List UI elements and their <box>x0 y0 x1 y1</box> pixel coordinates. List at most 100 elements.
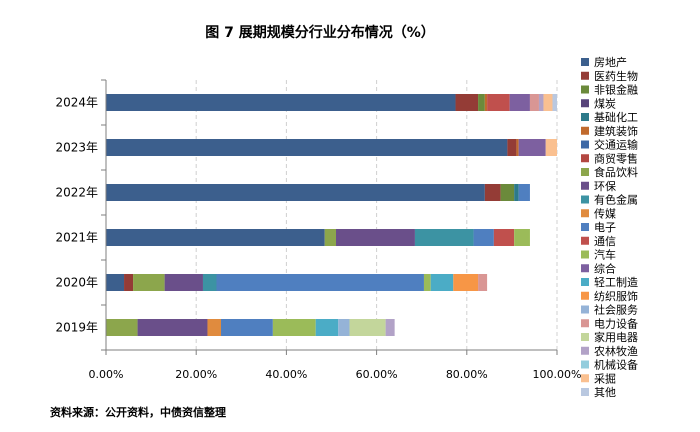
bar-segment <box>124 274 134 291</box>
bar-segment <box>538 94 544 111</box>
bar-segment <box>455 94 479 111</box>
legend-label: 煤炭 <box>594 97 616 110</box>
legend-label: 传媒 <box>594 207 616 220</box>
legend-label: 非银金融 <box>594 83 638 97</box>
bar-segment <box>478 94 485 111</box>
legend-label: 交通运输 <box>594 138 638 152</box>
legend-label: 电子 <box>594 221 616 234</box>
legend-swatch <box>581 236 589 245</box>
x-tick-label: 60.00% <box>356 368 398 381</box>
bar-segment <box>529 94 539 111</box>
legend-label: 医药生物 <box>594 69 638 83</box>
gridlines <box>105 80 558 350</box>
bar-segment <box>514 229 530 246</box>
legend-label: 机械设备 <box>594 358 638 372</box>
legend-label: 轻工制造 <box>594 275 638 289</box>
legend-label: 有色金属 <box>594 193 638 207</box>
chart-title: 图 7 展期规模分行业分布情况（%） <box>205 25 435 41</box>
bar-segment <box>478 274 488 291</box>
legend-swatch <box>581 58 589 66</box>
bar-segment <box>423 274 431 291</box>
legend-label: 综合 <box>594 261 616 275</box>
bar-segment <box>106 274 125 291</box>
legend-swatch <box>581 388 589 396</box>
legend-swatch <box>581 264 589 273</box>
bar-segment <box>493 229 515 246</box>
x-tick-label: 40.00% <box>265 368 307 381</box>
bar-segment <box>106 319 138 336</box>
bar-segment <box>272 319 316 336</box>
bar-segment <box>164 274 203 291</box>
legend-label: 通信 <box>594 235 616 248</box>
y-category-label: 2022年 <box>55 186 98 200</box>
legend-swatch <box>581 113 589 121</box>
legend-label: 采掘 <box>594 371 616 385</box>
stacked-bar-chart: 2024年 2023年 2022年 2021年 2020年 2019年 0.00% 20.0… <box>55 55 638 399</box>
x-tick-label: 100.00% <box>533 368 582 381</box>
y-category-label: 2023年 <box>55 141 98 155</box>
bar-segment <box>453 274 479 291</box>
bar-segment <box>484 184 501 201</box>
legend-label: 家用电器 <box>594 330 638 344</box>
source-note: 资料来源：公开资料，中债资信整理 <box>50 406 226 419</box>
legend: 房地产医药生物非银金融煤炭基础化工建筑装饰交通运输商贸零售食品饮料环保有色金属传… <box>581 55 638 399</box>
legend-swatch <box>581 168 589 176</box>
legend-label: 其他 <box>594 386 616 399</box>
legend-swatch <box>581 333 589 341</box>
bar-segment <box>216 274 424 291</box>
bar-segment <box>487 94 510 111</box>
bar-segment <box>221 319 273 336</box>
axes <box>101 79 558 355</box>
bar-segment <box>430 274 454 291</box>
bar-segment <box>509 94 530 111</box>
bar-segment <box>349 319 386 336</box>
bar-segment <box>338 319 350 336</box>
legend-swatch <box>581 154 589 163</box>
bar-segment <box>106 94 456 111</box>
bar-segment <box>315 319 339 336</box>
bar-segment <box>106 184 485 201</box>
y-axis-labels: 2024年 2023年 2022年 2021年 2020年 2019年 <box>55 96 98 335</box>
bar-segment <box>133 274 165 291</box>
bar-segment <box>202 274 217 291</box>
bar-segment <box>336 229 415 246</box>
x-axis-labels: 0.00% 20.00% 40.00% 60.00% 80.00% 100.00% <box>89 368 582 381</box>
bar-segment <box>518 184 530 201</box>
bar-segment <box>473 229 494 246</box>
bar-segment <box>552 94 557 111</box>
legend-label: 电力设备 <box>594 316 638 330</box>
bar-segment <box>514 184 519 201</box>
y-category-label: 2021年 <box>55 231 98 245</box>
legend-label: 基础化工 <box>594 110 638 124</box>
legend-swatch <box>581 195 589 204</box>
x-tick-label: 0.00% <box>89 368 124 381</box>
bar-segment <box>385 319 395 336</box>
legend-swatch <box>581 71 589 80</box>
bar-segment <box>106 229 325 246</box>
legend-swatch <box>581 223 589 231</box>
y-category-label: 2019年 <box>55 321 98 335</box>
legend-label: 房地产 <box>594 55 627 69</box>
legend-swatch <box>581 85 589 94</box>
legend-swatch <box>581 374 589 383</box>
legend-swatch <box>581 360 589 369</box>
x-tick-label: 80.00% <box>446 368 488 381</box>
legend-label: 农林牧渔 <box>594 344 638 358</box>
legend-label: 建筑装饰 <box>594 124 638 138</box>
legend-swatch <box>581 181 589 190</box>
bar-segment <box>543 94 553 111</box>
bar-segment <box>207 319 222 336</box>
bar-segment <box>106 139 508 156</box>
legend-swatch <box>581 346 589 355</box>
legend-swatch <box>581 278 589 286</box>
bar-segment <box>484 94 488 111</box>
legend-label: 商贸零售 <box>594 151 638 165</box>
legend-swatch <box>581 140 589 149</box>
legend-swatch <box>581 99 589 108</box>
bar-segment <box>324 229 337 246</box>
legend-label: 纺织服饰 <box>594 289 638 303</box>
legend-label: 环保 <box>594 179 616 193</box>
legend-swatch <box>581 209 589 218</box>
bar-segment <box>518 139 546 156</box>
y-category-label: 2024年 <box>55 96 98 110</box>
